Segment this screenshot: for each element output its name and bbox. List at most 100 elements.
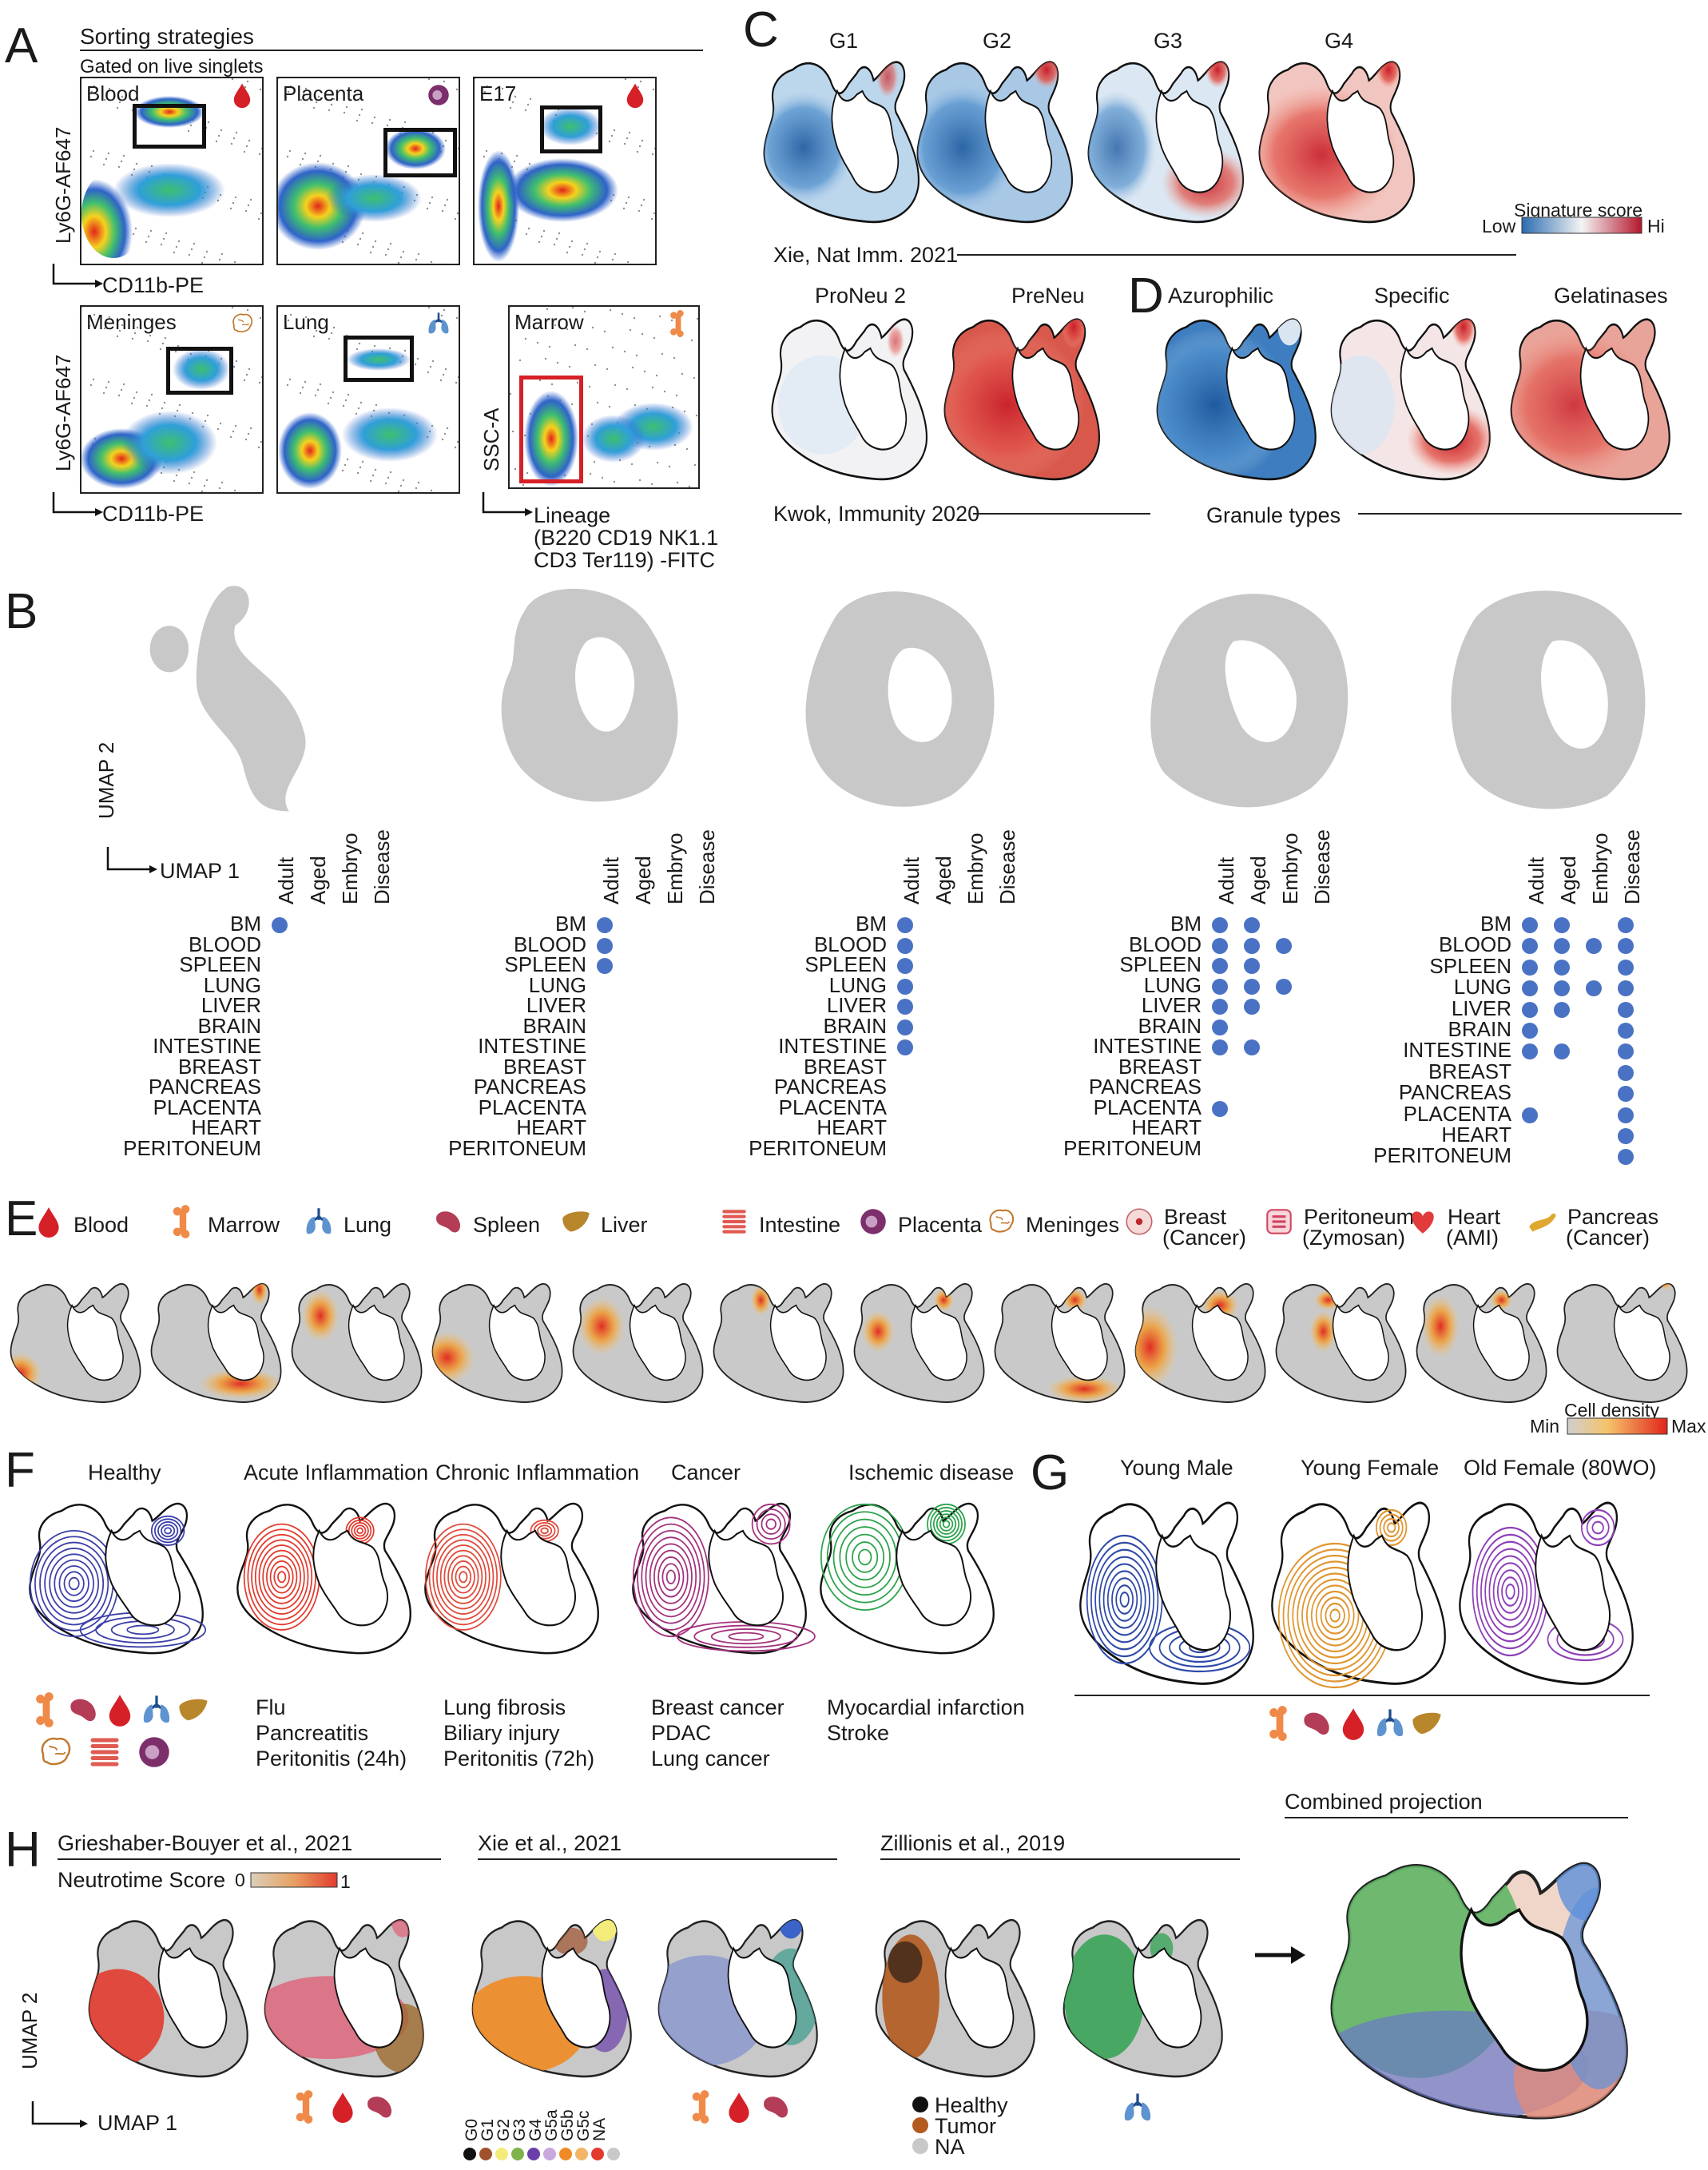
grid-column-label: Embryo xyxy=(338,833,362,904)
panel-b-umap1-label: UMAP 1 xyxy=(160,859,240,883)
projection-map-3 xyxy=(471,1918,632,2078)
panel-b-grey-umap-4 xyxy=(1150,594,1349,808)
spleen-icon xyxy=(764,2096,788,2118)
blood-drop-icon xyxy=(1342,1708,1364,1740)
presence-dot xyxy=(1244,917,1260,933)
density-legend-max: Max xyxy=(1671,1416,1706,1437)
granule-map-title: Azurophilic xyxy=(1168,284,1274,308)
grid-column-label: Disease xyxy=(370,829,394,904)
panel-c-source1: Xie, Nat Imm. 2021 xyxy=(773,243,959,267)
density-map-meninges xyxy=(994,1283,1126,1403)
contour-map-young-female xyxy=(1271,1501,1446,1689)
grid-column-label: Adult xyxy=(1524,856,1548,904)
panel-h-source1-rule xyxy=(58,1858,441,1860)
panel-letter-h: H xyxy=(5,1822,41,1878)
tissue-label: Heart xyxy=(1448,1205,1501,1229)
presence-dot xyxy=(1212,999,1228,1015)
cluster-color-dot xyxy=(591,2148,604,2160)
tissue-sublabel: (Zymosan) xyxy=(1302,1226,1406,1250)
panel-letter-e: E xyxy=(5,1191,38,1246)
zillionis-legend-dot xyxy=(912,2117,928,2133)
panel-b-grey-umap-2 xyxy=(501,588,678,802)
condition-item: Flu xyxy=(256,1695,286,1719)
signature-map-title: G1 xyxy=(829,29,859,53)
presence-dot xyxy=(1618,1128,1634,1144)
projection-map-4 xyxy=(657,1918,818,2078)
presence-dot xyxy=(1586,938,1602,955)
blood-drop-icon xyxy=(233,83,251,109)
presence-dot xyxy=(1522,1107,1538,1123)
grid-row-label: HEART xyxy=(1441,1123,1511,1147)
projection-map-1 xyxy=(88,1918,248,2078)
bone-icon xyxy=(36,1692,54,1727)
condition-item: Lung fibrosis xyxy=(443,1695,566,1719)
presence-dot xyxy=(897,1019,913,1035)
grid-row-label: PLACENTA xyxy=(478,1095,586,1119)
density-blobs xyxy=(278,307,459,492)
presence-dot xyxy=(1212,978,1228,995)
contour-map-acute-inflammation xyxy=(236,1502,411,1655)
presence-dot xyxy=(897,958,913,974)
panel-h-source2: Xie et al., 2021 xyxy=(478,1831,622,1855)
condition-title: Ischemic disease xyxy=(848,1461,1015,1484)
grid-row-label: INTESTINE xyxy=(478,1034,586,1058)
brain-icon xyxy=(232,313,253,333)
density-map-lung xyxy=(291,1283,423,1403)
presence-dot xyxy=(1586,980,1602,997)
x-axis-label-row1: CD11b-PE xyxy=(102,273,205,297)
condition-item: Breast cancer xyxy=(651,1695,784,1719)
grid-column-label: Disease xyxy=(1620,829,1644,904)
signature-map-title: G2 xyxy=(983,29,1012,53)
panel-d-caption-rule xyxy=(1358,513,1682,515)
y-axis-label-row1: Ly6G-AF647 xyxy=(51,126,75,244)
presence-dot xyxy=(1618,917,1634,933)
grid-row-label: PERITONEUM xyxy=(1373,1143,1511,1168)
presence-dot xyxy=(897,937,913,954)
presence-dot xyxy=(1212,1100,1228,1117)
grid-row-label: SPLEEN xyxy=(1119,952,1202,976)
grid-column-label: Disease xyxy=(1310,829,1334,904)
granule-map-azurophilic xyxy=(1156,318,1317,481)
density-map-blood xyxy=(10,1283,141,1403)
grid-column-label: Aged xyxy=(1246,856,1270,904)
panel-g-rule xyxy=(1074,1695,1650,1696)
panel-c-source2: Kwok, Immunity 2020 xyxy=(773,502,980,526)
panel-b-grey-umap-3 xyxy=(805,591,995,807)
grid-row-label: PERITONEUM xyxy=(749,1135,887,1160)
presence-dot xyxy=(1554,917,1570,933)
cohort-title: Young Female xyxy=(1301,1456,1440,1480)
cluster-color-dot xyxy=(575,2148,588,2160)
panel-h-source3-rule xyxy=(880,1858,1240,1860)
presence-dot xyxy=(1276,978,1292,995)
condition-title: Acute Inflammation xyxy=(244,1461,429,1484)
signature-map-g2 xyxy=(916,61,1073,224)
grid-column-label: Disease xyxy=(995,829,1019,904)
flow-plot-label: Meninges xyxy=(86,310,177,334)
blood-drop-icon xyxy=(729,2092,749,2123)
panel-letter-a: A xyxy=(5,18,38,74)
presence-dot xyxy=(1554,959,1570,976)
flow-plot-lung: Lung xyxy=(276,305,460,494)
condition-item: Peritonitis (24h) xyxy=(256,1747,407,1771)
cluster-color-dot xyxy=(479,2148,492,2160)
presence-dot xyxy=(1618,1043,1634,1060)
brain-icon xyxy=(989,1209,1015,1233)
grid-column-label: Embryo xyxy=(663,833,687,904)
combined-projection-map xyxy=(1330,1862,1628,2120)
presence-dot xyxy=(897,978,913,995)
grid-column-label: Aged xyxy=(631,856,655,904)
presence-dot xyxy=(597,958,613,974)
placenta-icon xyxy=(139,1737,169,1767)
granule-map-title: Gelatinases xyxy=(1554,284,1668,308)
condition-title: Healthy xyxy=(88,1461,161,1484)
presence-dot xyxy=(1618,1064,1634,1081)
panel-h-source3: Zillionis et al., 2019 xyxy=(880,1831,1066,1855)
panel-h-source4: Combined projection xyxy=(1285,1790,1483,1814)
contour-map-healthy xyxy=(29,1502,207,1655)
tissue-label: Liver xyxy=(601,1213,648,1237)
presence-dot xyxy=(1244,1039,1260,1055)
granule-map-title: Specific xyxy=(1374,284,1450,308)
blood-drop-icon xyxy=(332,2092,353,2123)
panel-letter-f: F xyxy=(5,1443,35,1498)
condition-item: Stroke xyxy=(827,1721,890,1745)
